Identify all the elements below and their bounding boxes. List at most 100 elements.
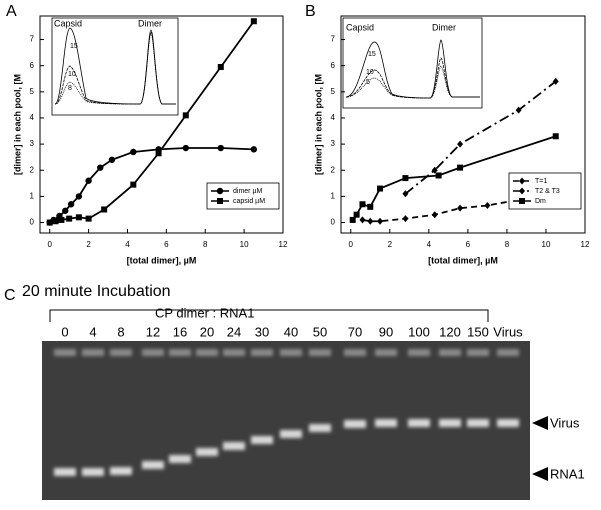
- y-tick-label: 2: [30, 165, 35, 174]
- well: [82, 349, 104, 356]
- inset-label: Capsid: [54, 18, 82, 28]
- x-tick-label: 6: [164, 240, 169, 249]
- lane-label: 100: [408, 324, 430, 339]
- x-tick-label: 2: [388, 240, 393, 249]
- well: [169, 349, 191, 356]
- x-tick-label: 2: [86, 240, 91, 249]
- marker: [519, 177, 525, 185]
- inset-label: Capsid: [346, 22, 374, 32]
- x-axis-title: [total dimer], µM: [428, 255, 498, 265]
- y-axis-title: [dimer] in each pool, [M: [12, 74, 22, 175]
- y-tick-label: 3: [30, 139, 35, 148]
- inset-label: 8: [68, 85, 72, 92]
- lane-label: 20: [200, 324, 214, 339]
- y-axis-title: [dimer] in each pool, [M: [313, 74, 323, 175]
- band: [251, 436, 273, 444]
- well: [497, 349, 519, 356]
- marker: [182, 112, 189, 119]
- marker: [130, 148, 137, 156]
- well: [280, 349, 302, 356]
- band: [439, 419, 461, 427]
- lane-label: 16: [173, 324, 187, 339]
- x-tick-label: 12: [581, 240, 590, 249]
- legend: [206, 182, 280, 210]
- band: [54, 468, 76, 476]
- inset-label: Dimer: [138, 18, 162, 28]
- y-tick-label: 6: [331, 61, 336, 70]
- band: [408, 419, 430, 427]
- marker: [435, 172, 442, 179]
- band-label: Virus: [550, 415, 580, 430]
- y-tick-label: 7: [331, 35, 336, 44]
- marker: [66, 215, 73, 222]
- inset-a: [51, 17, 179, 116]
- marker: [250, 18, 257, 25]
- marker: [402, 215, 409, 223]
- well: [54, 349, 76, 356]
- y-tick-label: 1: [30, 192, 35, 201]
- lane-label: 70: [348, 324, 362, 339]
- lane-label: 40: [284, 324, 298, 339]
- marker: [217, 198, 223, 204]
- marker: [130, 181, 137, 188]
- marker: [216, 187, 224, 195]
- series-line: [404, 80, 557, 195]
- lane-label: 0: [61, 324, 68, 339]
- marker: [367, 203, 374, 210]
- lane-label: 150: [467, 324, 489, 339]
- marker: [75, 214, 82, 221]
- well: [408, 349, 430, 356]
- marker: [46, 219, 53, 226]
- plot-frame: [340, 15, 586, 234]
- y-tick-label: 3: [331, 139, 336, 148]
- marker: [377, 185, 384, 192]
- band: [309, 424, 331, 432]
- marker: [75, 193, 83, 200]
- band: [344, 420, 366, 428]
- well: [439, 349, 461, 356]
- band: [280, 430, 302, 438]
- well: [142, 349, 164, 356]
- x-tick-label: 8: [505, 240, 510, 249]
- marker: [519, 198, 525, 204]
- panel-label: A: [6, 3, 17, 20]
- y-tick-label: 5: [30, 87, 35, 96]
- marker: [62, 207, 69, 214]
- lane-label: Virus: [493, 324, 523, 339]
- band: [223, 442, 245, 450]
- y-tick-label: 2: [331, 165, 336, 174]
- marker: [552, 77, 559, 85]
- lane-label: 12: [146, 324, 160, 339]
- band: [110, 467, 132, 475]
- inset-label: 10: [366, 69, 374, 76]
- marker: [101, 206, 108, 213]
- band: [467, 419, 489, 427]
- panel-label: C: [4, 287, 16, 304]
- marker: [377, 217, 384, 225]
- lane-label: 30: [255, 324, 269, 339]
- inset-label: 5: [366, 79, 370, 86]
- band: [497, 419, 519, 427]
- y-tick-label: 4: [30, 113, 35, 122]
- marker: [515, 106, 522, 114]
- y-tick-label: 5: [331, 87, 336, 96]
- band: [375, 419, 397, 427]
- x-tick-label: 6: [466, 240, 471, 249]
- gel: C 20 minute Incubation CP dimer : RNA1 V…: [4, 283, 585, 500]
- band: [82, 468, 104, 476]
- marker: [182, 144, 189, 152]
- inset-label: 15: [368, 51, 376, 58]
- marker: [359, 216, 366, 224]
- marker: [155, 150, 162, 157]
- lane-label: 50: [313, 324, 327, 339]
- legend-label: Dm: [535, 198, 546, 205]
- marker: [52, 218, 59, 225]
- marker: [359, 201, 366, 208]
- x-tick-label: 4: [427, 240, 432, 249]
- legend-label: T=1: [535, 178, 547, 185]
- lane-label: 120: [439, 324, 461, 339]
- y-tick-label: 0: [30, 218, 35, 227]
- y-tick-label: 0: [331, 218, 336, 227]
- marker: [67, 201, 75, 208]
- x-axis-title: [total dimer], µM: [127, 255, 197, 265]
